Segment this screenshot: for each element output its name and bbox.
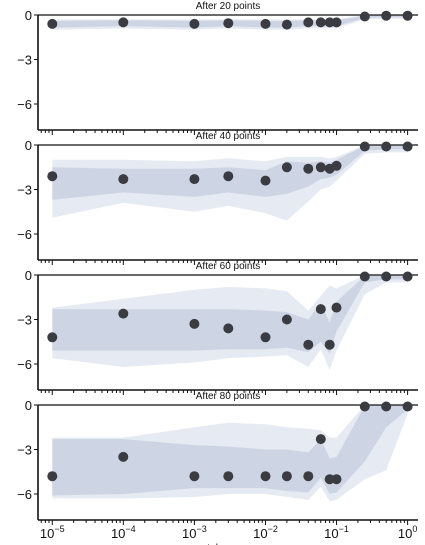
median-point bbox=[223, 171, 234, 182]
median-point bbox=[331, 302, 342, 313]
panel-3: After 60 points 0 −3 −6 bbox=[17, 261, 418, 395]
median-point bbox=[315, 434, 326, 445]
median-point bbox=[331, 160, 342, 171]
y-tick-label: 0 bbox=[25, 8, 32, 23]
median-point bbox=[223, 323, 234, 334]
median-point bbox=[47, 471, 58, 482]
median-point bbox=[118, 174, 129, 185]
median-point bbox=[381, 401, 392, 412]
x-axis-label: tolerance bbox=[207, 543, 249, 545]
y-tick-label: −6 bbox=[17, 357, 32, 372]
confidence-band-2 bbox=[52, 405, 408, 496]
median-point bbox=[260, 18, 271, 29]
x-tick-label: 10−3 bbox=[182, 524, 207, 541]
y-tick-label: −3 bbox=[17, 313, 32, 328]
median-point bbox=[260, 332, 271, 343]
panel-title: After 80 points bbox=[196, 391, 260, 402]
y-tick-label: −3 bbox=[17, 53, 32, 68]
median-point bbox=[189, 18, 200, 29]
median-point bbox=[189, 318, 200, 329]
median-point bbox=[118, 451, 129, 462]
y-tick-label: −6 bbox=[17, 487, 32, 502]
median-point bbox=[359, 11, 370, 22]
panel-4: After 80 points 0 −3 −6 bbox=[17, 391, 418, 525]
median-point bbox=[303, 17, 314, 28]
median-point bbox=[381, 271, 392, 282]
median-point bbox=[359, 141, 370, 152]
panel-title: After 20 points bbox=[196, 1, 260, 12]
median-point bbox=[402, 401, 413, 412]
median-point bbox=[324, 339, 335, 350]
y-tick-label: 0 bbox=[25, 138, 32, 153]
median-point bbox=[303, 163, 314, 174]
median-point bbox=[381, 141, 392, 152]
median-point bbox=[47, 18, 58, 29]
panel-1: After 20 points 0 −3 −6 bbox=[17, 1, 418, 135]
median-point bbox=[47, 171, 58, 182]
y-tick-label: −6 bbox=[17, 227, 32, 242]
y-tick-label: −3 bbox=[17, 443, 32, 458]
median-point bbox=[402, 271, 413, 282]
panel-2: After 40 points 0 −3 −6 bbox=[17, 131, 418, 265]
median-point bbox=[359, 401, 370, 412]
y-tick-label: −3 bbox=[17, 183, 32, 198]
median-point bbox=[223, 471, 234, 482]
median-point bbox=[331, 474, 342, 485]
median-point bbox=[189, 471, 200, 482]
median-point bbox=[381, 10, 392, 21]
median-point bbox=[189, 174, 200, 185]
median-point bbox=[315, 304, 326, 315]
median-point bbox=[47, 332, 58, 343]
panel-title: After 40 points bbox=[196, 131, 260, 142]
median-point bbox=[331, 17, 342, 28]
x-tick-label: 10−5 bbox=[40, 524, 65, 541]
median-point bbox=[260, 471, 271, 482]
confidence-band-2 bbox=[52, 275, 408, 354]
median-point bbox=[260, 175, 271, 186]
y-tick-label: 0 bbox=[25, 268, 32, 283]
median-point bbox=[303, 471, 314, 482]
median-point bbox=[402, 141, 413, 152]
median-point bbox=[402, 10, 413, 21]
median-point bbox=[281, 19, 292, 30]
median-point bbox=[118, 17, 129, 28]
y-tick-label: −6 bbox=[17, 97, 32, 112]
median-point bbox=[118, 308, 129, 319]
median-point bbox=[315, 17, 326, 28]
median-point bbox=[315, 162, 326, 173]
median-point bbox=[281, 471, 292, 482]
median-point bbox=[281, 162, 292, 173]
median-point bbox=[359, 271, 370, 282]
x-tick-label: 100 bbox=[398, 524, 417, 541]
median-point bbox=[281, 314, 292, 325]
x-tick-label: 10−1 bbox=[324, 524, 349, 541]
y-tick-label: 0 bbox=[25, 398, 32, 413]
panel-title: After 60 points bbox=[196, 261, 260, 272]
median-point bbox=[223, 18, 234, 29]
x-tick-label: 10−4 bbox=[111, 524, 136, 541]
median-point bbox=[303, 339, 314, 350]
x-tick-label: 10−2 bbox=[253, 524, 278, 541]
